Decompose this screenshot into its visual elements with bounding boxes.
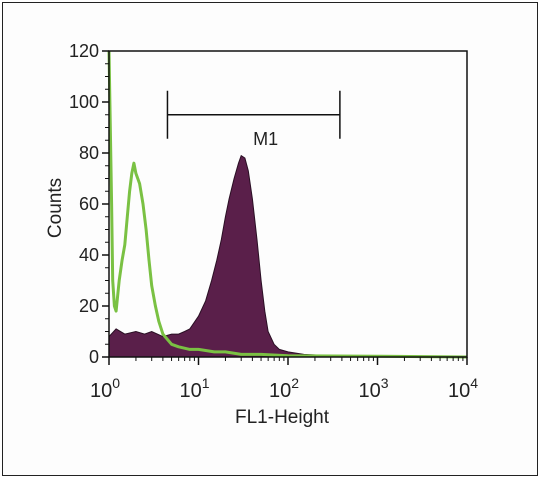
y-tick-label: 60 xyxy=(79,194,99,214)
plot-border xyxy=(108,50,468,358)
series-filled-histogram xyxy=(108,154,468,358)
x-tick-label: 104 xyxy=(448,375,478,402)
y-axis-label: Counts xyxy=(45,178,66,238)
x-tick-label: 100 xyxy=(90,375,120,402)
chart-frame: 0 20 40 60 80 100 120 100 101 102 103 104 M1 Counts … xyxy=(2,2,538,476)
y-tick-label: 120 xyxy=(69,41,99,61)
y-tick-label: 80 xyxy=(79,143,99,163)
series-line-histogram xyxy=(107,50,468,359)
gate-label: M1 xyxy=(253,129,278,149)
x-tick-label: 101 xyxy=(179,375,209,402)
x-tick-label: 103 xyxy=(358,375,388,402)
x-tick-label: 102 xyxy=(269,375,299,402)
y-tick-label: 0 xyxy=(89,347,99,367)
y-tick-label: 20 xyxy=(79,296,99,316)
x-axis-label: FL1-Height xyxy=(235,407,330,428)
y-tick-label: 100 xyxy=(69,92,99,112)
y-tick-label: 40 xyxy=(79,245,99,265)
